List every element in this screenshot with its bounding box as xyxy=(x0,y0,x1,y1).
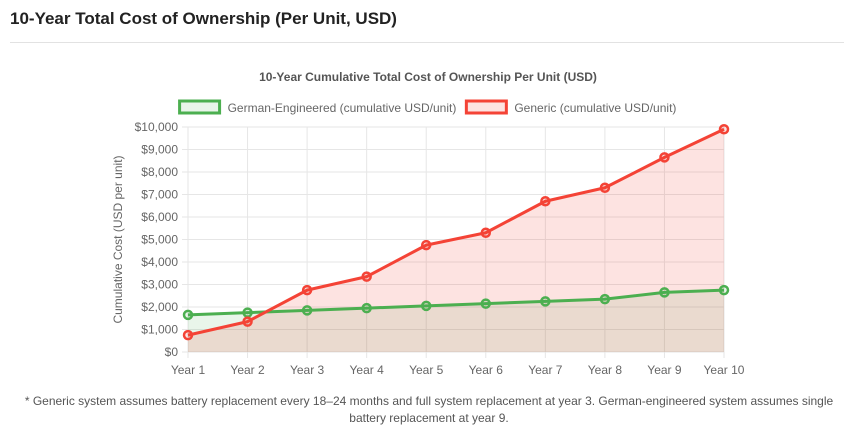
x-tick-label: Year 7 xyxy=(528,363,563,377)
y-tick-label: $2,000 xyxy=(141,300,178,314)
x-tick-label: Year 8 xyxy=(588,363,623,377)
series-1-point xyxy=(182,309,194,321)
series-2-area xyxy=(188,129,724,352)
series-2-point xyxy=(361,271,372,282)
chart-footnote: * Generic system assumes battery replace… xyxy=(24,394,834,425)
series-1-point xyxy=(480,298,492,309)
x-tick-label: Year 2 xyxy=(230,363,265,377)
series-1-point xyxy=(540,296,551,307)
y-tick-label: $6,000 xyxy=(141,210,178,224)
y-tick-label: $9,000 xyxy=(141,143,178,157)
tco-line-chart: 10-Year Cumulative Total Cost of Ownersh… xyxy=(111,70,745,377)
series-1-point xyxy=(420,300,432,312)
section-title: 10-Year Total Cost of Ownership (Per Uni… xyxy=(10,9,397,28)
x-tick-label: Year 10 xyxy=(704,363,745,377)
series-2-point xyxy=(480,227,492,238)
legend-label-2: Generic (cumulative USD/unit) xyxy=(514,101,676,115)
series-1-point xyxy=(599,293,611,305)
series-2-point xyxy=(599,182,611,193)
series-1-point xyxy=(361,302,372,314)
y-tick-label: $7,000 xyxy=(141,188,178,202)
legend-swatch-2 xyxy=(464,99,508,115)
series-2-point xyxy=(420,239,432,251)
series-2-point xyxy=(242,316,253,327)
series-2-point xyxy=(182,329,194,341)
series-1-point xyxy=(718,284,730,296)
series-2-point xyxy=(718,124,730,135)
legend-label-1: German-Engineered (cumulative USD/unit) xyxy=(228,101,457,115)
y-tick-label: $10,000 xyxy=(135,120,179,134)
x-tick-label: Year 4 xyxy=(350,363,385,377)
x-tick-label: Year 5 xyxy=(409,363,444,377)
y-tick-label: $3,000 xyxy=(141,278,178,292)
x-tick-label: Year 6 xyxy=(469,363,504,377)
legend-swatch-1 xyxy=(178,99,222,115)
x-tick-label: Year 9 xyxy=(647,363,682,377)
series-1-line xyxy=(187,288,725,317)
y-tick-label: $5,000 xyxy=(141,233,178,247)
x-tick-label: Year 3 xyxy=(290,363,325,377)
series-1-point xyxy=(659,287,670,298)
chart-title: 10-Year Cumulative Total Cost of Ownersh… xyxy=(259,70,597,84)
y-tick-label: $4,000 xyxy=(141,255,178,269)
series-1-point xyxy=(242,307,253,318)
section-divider xyxy=(10,42,844,43)
series-2-point xyxy=(659,152,670,163)
y-tick-label: $1,000 xyxy=(141,323,178,337)
series-1-point xyxy=(301,305,313,316)
y-tick-label: $8,000 xyxy=(141,165,178,179)
y-axis-label: Cumulative Cost (USD per unit) xyxy=(111,155,125,323)
x-tick-label: Year 1 xyxy=(171,363,206,377)
series-1-area xyxy=(188,290,724,352)
series-2-line xyxy=(187,127,725,337)
series-2-point xyxy=(540,196,551,207)
series-2-point xyxy=(301,284,313,296)
y-tick-label: $0 xyxy=(165,345,179,359)
